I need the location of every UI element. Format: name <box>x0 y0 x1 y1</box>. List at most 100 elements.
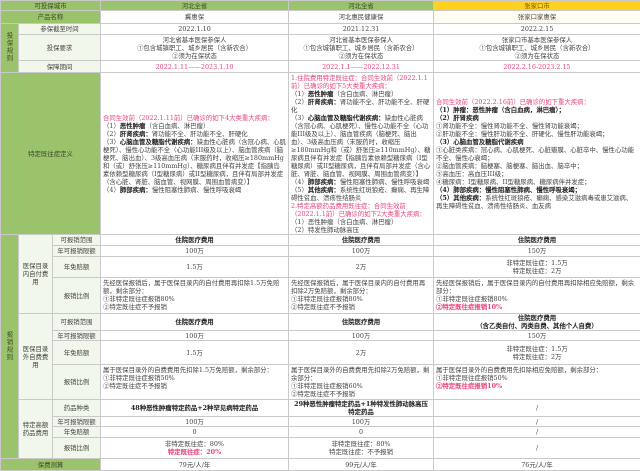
disease-item: （5）其他疾病：系统性红斑狼疮、癫痫、再生障碍性贫血、溃疡性结肠炎 <box>291 186 431 202</box>
premium-row: 保费测算 79元/人/年 99元/人/年 76元/人/年 <box>1 459 640 471</box>
item-number: （1） <box>291 90 308 98</box>
intro: 2.特定高额药品费用既往症：合同生效前（2022.1.1前）已确诊的如下2大类重… <box>291 202 431 218</box>
ratio-line: / <box>436 444 638 452</box>
ratio-line: 先经医保报销后，属于医保目录内的自付费用再扣除2万免赔额，剩余部分： <box>291 279 431 295</box>
disease-item: ②肝功能不全：慢性肝功能不全、肝硬化、慢性肝功能衰竭； <box>436 130 638 138</box>
disease-item: （2）特发性肺动脉高压 <box>291 226 431 234</box>
ratio-line: ①非特定既往症报销80% <box>291 295 431 303</box>
deductible-value: 1.5万 <box>101 257 289 278</box>
item-title: ①心脏类疾病：冠心病、心肌梗死、心脏瓣膜、心脏卒中、慢性心功能不全、慢性心衰竭； <box>436 146 634 162</box>
item-number: （4） <box>291 178 308 186</box>
header-row: 可投保城市 河北全省 河北全省 张家口市 <box>1 1 640 11</box>
item-number: （2） <box>103 130 120 138</box>
premium-value: 99元/人/年 <box>289 459 434 471</box>
ratio-line: 先经医保报销后，属于医保目录内的自付费用再扣除相应免赔额，剩余部分： <box>436 279 638 295</box>
scope-value: 住院医疗费用 <box>434 235 640 246</box>
period-value: 2022.1.11——2023.1.10 <box>101 61 289 73</box>
ratio-line: ①非特定既往症报销50% <box>103 374 286 382</box>
item-detail: 慢性阻塞性肺病、慢性呼吸衰竭 <box>152 186 241 194</box>
outside-label: 医保目录外自费费用 <box>19 314 53 400</box>
disease-item: （1）肿瘤：恶性肿瘤（含白血病，淋巴瘤）； <box>436 106 638 114</box>
limit-label: 年可报销限额 <box>53 331 101 341</box>
disease-item: （4）肺部疾病：慢性阻塞性肺病、慢性呼吸衰竭 <box>291 178 431 186</box>
ded-line: 特定既往症：2万 <box>436 353 638 361</box>
item-title: （4）肺部疾病：慢性阻塞性肺病、慢性呼吸衰竭； <box>436 186 581 194</box>
deductible-label: 年免赔额 <box>53 341 101 365</box>
drugs-label: 特定高额药品费用 <box>19 400 53 459</box>
deductible-label: 年免赔额 <box>53 427 101 438</box>
city-1: 河北全省 <box>101 1 289 11</box>
ratio-line: ②特定既往症不予报销 <box>291 303 431 311</box>
ratio-line: ①非特定既往症报销80% <box>436 295 638 303</box>
deductible-value: 0 <box>289 427 434 438</box>
ratio-value: 先经医保报销后，属于医保目录内的自付费用再扣除2万免赔额，剩余部分：①非特定既往… <box>289 278 434 314</box>
product-name: 河北惠民健康保 <box>289 11 434 24</box>
req-line: ②须为在保状态 <box>103 52 286 60</box>
item-title: （1）肿瘤：恶性肿瘤（含白血病，淋巴瘤）； <box>436 106 565 114</box>
req-line: ②须为在保状态 <box>436 52 638 60</box>
deductible-value: 非特定既往症：1.5万特定既往症：2万 <box>434 341 640 365</box>
ratio-line: ②特定既往症不予报销 <box>291 390 431 398</box>
req-line: 张家口市基本医保参保人 <box>436 36 638 44</box>
item-title: （3）心脑血管及糖脂代谢疾病 <box>436 138 524 146</box>
deductible-value: 非特定既往症：1.5万特定既往症：2万 <box>434 257 640 278</box>
item-number: （2） <box>291 98 308 106</box>
preexisting-row: 特定既往症定义 合同生效前（2022.1.11前）已确诊的如下4大类重大疾病： … <box>1 73 640 235</box>
ratio-line: 属于医保目录外的自费费用先扣除1.5万免赔额，剩余部分： <box>103 366 286 374</box>
product-name: 张家口家惠保 <box>434 11 640 24</box>
claims-group-label: 报销规则 <box>1 235 19 459</box>
ratio-value: 属于医保目录外的自费费用先扣除1.5万免赔额，剩余部分：①非特定既往症报销50%… <box>101 365 289 400</box>
disease-item: （4）肺部疾病：慢性阻塞性肺病、慢性呼吸衰竭 <box>103 186 286 194</box>
disease-item: ①心脏类疾病：冠心病、心肌梗死、心脏瓣膜、心脏卒中、慢性心功能不全、慢性心衰竭； <box>436 146 638 162</box>
limit-value: 100万 <box>101 246 289 257</box>
ded-line: 1.5万 <box>103 263 286 271</box>
item-detail: （含白血病、淋巴瘤） <box>145 122 209 130</box>
ratio-label: 报销比例 <box>53 438 101 459</box>
inside-label: 医保目录内自付费用 <box>19 235 53 314</box>
scope-value: 住院医疗费用 <box>289 314 434 331</box>
item-title: （2）肝肾疾病 <box>436 114 479 122</box>
deductible-value: 2万 <box>289 257 434 278</box>
deadline-value: 2021.12.31 <box>289 24 434 35</box>
premium-value: 76元/人/年 <box>434 459 640 471</box>
types-value: 29种恶性肿瘤特定药品+1种特发性肺动脉高压特定药品 <box>289 400 434 417</box>
req-line: ①包含城镇职工、城乡居民（含新农合） <box>103 44 286 52</box>
item-number: （3） <box>291 114 308 122</box>
limit-value: 100万 <box>289 331 434 341</box>
limit-value: 100万 <box>101 331 289 341</box>
scope-line: （含乙类自付、丙类自费、其他个人自费） <box>436 322 638 330</box>
scope-label: 可报销范围 <box>53 314 101 331</box>
types-label: 药品种类 <box>53 400 101 417</box>
ratio-highlight: ②特定既往症报销10% <box>436 382 638 390</box>
ratio-highlight: 特定既往症：20% <box>103 448 286 456</box>
disease-item: （1）恶性肿瘤（含白血病、淋巴瘤） <box>103 122 286 130</box>
item-title: ②肝功能不全：慢性肝功能不全、肝硬化、慢性肝功能衰竭； <box>436 130 609 138</box>
deductible-label: 年免赔额 <box>53 257 101 278</box>
limit-value: / <box>434 417 640 427</box>
disease-item: （2）肝肾疾病 <box>436 114 638 122</box>
ratio-label: 报销比例 <box>53 278 101 314</box>
disease-list: （1）恶性肿瘤（含白血病、淋巴瘤）（2）肝肾疾病：肾功能不全、肝功能不全、肝硬化… <box>291 90 431 202</box>
scope-line: 住院医疗费用 <box>436 314 638 322</box>
ratio-label: 报销比例 <box>53 365 101 400</box>
ratio-value: 属于医保目录外的自费费用先扣除相应免赔额，剩余部分：①非特定既往症报销50%②特… <box>434 365 640 400</box>
item-title: 肝肾疾病： <box>120 130 152 138</box>
ratio-value: 先经医保报销后，属于医保目录内的自付费用再扣除1.5万免赔额，剩余部分：①非特定… <box>101 278 289 314</box>
limit-label: 年可报销限额 <box>53 246 101 257</box>
item-number: （1） <box>103 122 120 130</box>
item-title: 肺部疾病： <box>308 178 340 186</box>
limit-value: 100万 <box>101 417 289 427</box>
disease-item: （5）其他疾病：系统性红斑狼疮、癫痫、感染艾滋病毒或患艾滋病、再生障碍性贫血、溃… <box>436 194 638 210</box>
ded-line: 特定既往症：2万 <box>436 267 638 275</box>
item-title: 恶性肿瘤 <box>308 90 334 98</box>
item-title: 心脑血管及糖脂代谢疾病： <box>308 114 385 122</box>
ratio-line: ①非特定既往症报销50% <box>436 374 638 382</box>
ded-line: 非特定既往症：1.5万 <box>436 259 638 267</box>
deadline-value: 2022.2.15 <box>434 24 640 35</box>
city-3: 张家口市 <box>434 1 640 11</box>
disease-list: （1）恶性肿瘤（含白血病、淋巴瘤）（2）肝肾疾病：肾功能不全、肝功能不全、肝硬化… <box>103 122 286 194</box>
disease-item: （2）肝肾疾病：肾功能不全、肝功能不全、肝硬化 <box>103 130 286 138</box>
